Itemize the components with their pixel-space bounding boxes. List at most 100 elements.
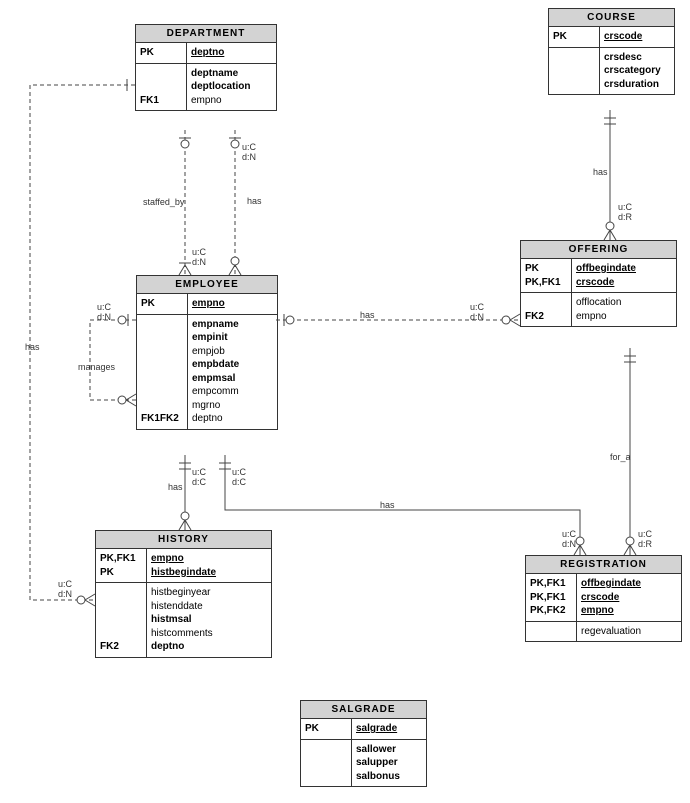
entity-title: OFFERING [521, 241, 676, 259]
attribute: empcomm [192, 385, 273, 399]
key-label: PK,FK2 [530, 604, 572, 618]
key-label: PK [525, 262, 567, 276]
attr-column: deptno [187, 43, 276, 63]
cardinality-label: d:N [97, 312, 111, 322]
attr-column: empnohistbegindate [147, 549, 271, 582]
entity-salgrade: SALGRADEPKsalgradesallowersaluppersalbon… [300, 700, 427, 787]
key-column: FK2 [96, 583, 147, 657]
edge-label: staffed_by [143, 197, 185, 207]
attribute: crscode [576, 276, 672, 290]
edge-emp_manages_emp [90, 320, 136, 400]
attribute: salgrade [356, 722, 422, 736]
key-label: FK2 [100, 640, 119, 654]
key-label: FK2 [160, 412, 179, 426]
key-column: PK [549, 27, 600, 47]
edge-label: has [593, 167, 608, 177]
key-label: PK,FK1 [530, 577, 572, 591]
attribute: salupper [356, 756, 422, 770]
entity-row: FK2 histbeginyearhistenddatehistmsalhistc… [96, 583, 271, 657]
entity-title: REGISTRATION [526, 556, 681, 574]
cardinality-label: u:C [232, 467, 247, 477]
entity-row: FK2offlocationempno [521, 293, 676, 326]
edge-dept_has_hist [30, 85, 135, 600]
cardinality-label: d:N [242, 152, 256, 162]
attribute: deptname [191, 67, 272, 81]
entity-row: FK1 deptnamedeptlocationempno [136, 64, 276, 111]
key-column [301, 740, 352, 787]
attribute: empno [192, 297, 273, 311]
entity-course: COURSE PK crscode crsdesccrscategorycrsdura… [548, 8, 675, 95]
attribute: empno [151, 552, 267, 566]
entity-row: PKsalgrade [301, 719, 426, 740]
attribute: salbonus [356, 770, 422, 784]
key-column: PK [136, 43, 187, 63]
attribute: histcomments [151, 627, 267, 641]
cardinality-label: d:R [618, 212, 633, 222]
entity-employee: EMPLOYEEPKempnoFK1FK2empnameempinitempjo… [136, 275, 278, 430]
key-column: PK,FK1PK,FK1PK,FK2 [526, 574, 577, 621]
attribute: deptno [192, 412, 273, 426]
attr-column: salgrade [352, 719, 426, 739]
cardinality-label: u:C [562, 529, 577, 539]
entity-row: PKPK,FK1offbegindatecrscode [521, 259, 676, 293]
cardinality-label: d:N [470, 312, 484, 322]
key-label: FK1 [140, 94, 159, 108]
cardinality-label: d:C [192, 477, 207, 487]
attribute: deptlocation [191, 80, 272, 94]
attribute: deptno [151, 640, 267, 654]
cardinality-label: u:C [242, 142, 257, 152]
cardinality-label: u:C [192, 467, 207, 477]
key-column: PK [137, 294, 188, 314]
attribute: histbeginyear [151, 586, 267, 600]
attribute: crscategory [604, 64, 670, 78]
key-column [549, 48, 600, 95]
entity-title: COURSE [549, 9, 674, 27]
attribute: empno [191, 94, 272, 108]
edge-emp_has_reg [225, 455, 580, 555]
attr-column: histbeginyearhistenddatehistmsalhistcomm… [147, 583, 271, 657]
entity-history: HISTORYPK,FK1PKempnohistbegindate FK2 hist… [95, 530, 272, 658]
attribute: empno [581, 604, 677, 618]
entity-title: DEPARTMENT [136, 25, 276, 43]
key-column [526, 622, 577, 642]
edge-label: manages [78, 362, 116, 372]
key-label: FK2 [525, 310, 544, 324]
attribute: histmsal [151, 613, 267, 627]
attribute: offbegindate [576, 262, 672, 276]
key-label: PK [140, 46, 182, 60]
key-column: FK1 [136, 64, 187, 111]
cardinality-label: d:N [562, 539, 576, 549]
attr-column: empnameempinitempjobempbdateempmsalempco… [188, 315, 277, 429]
key-column: PK,FK1PK [96, 549, 147, 582]
attr-column: empno [188, 294, 277, 314]
entity-title: SALGRADE [301, 701, 426, 719]
key-label: PK,FK1 [530, 591, 572, 605]
attribute: histenddate [151, 600, 267, 614]
key-column: FK1FK2 [137, 315, 188, 429]
key-label: PK [553, 30, 595, 44]
entity-row: PK,FK1PK,FK1PK,FK2offbegindatecrscodeemp… [526, 574, 681, 622]
key-label: PK [100, 566, 142, 580]
attribute: deptno [191, 46, 272, 60]
cardinality-label: u:C [638, 529, 653, 539]
attribute: empinit [192, 331, 273, 345]
key-label: PK [141, 297, 183, 311]
edge-label: has [168, 482, 183, 492]
key-column: FK2 [521, 293, 572, 326]
edge-label: has [380, 500, 395, 510]
attribute: empbdate [192, 358, 273, 372]
attr-column: regevaluation [577, 622, 681, 642]
attr-column: crsdesccrscategorycrsduration [600, 48, 674, 95]
entity-row: FK1FK2empnameempinitempjobempbdateempmsa… [137, 315, 277, 429]
cardinality-label: d:N [192, 257, 206, 267]
attribute: crscode [604, 30, 670, 44]
cardinality-label: d:N [58, 589, 72, 599]
cardinality-label: u:C [470, 302, 485, 312]
attribute: empjob [192, 345, 273, 359]
entity-title: HISTORY [96, 531, 271, 549]
edge-label: has [247, 196, 262, 206]
attribute: crsdesc [604, 51, 670, 65]
entity-row: PK empno [137, 294, 277, 315]
attribute: regevaluation [581, 625, 677, 639]
attribute: empno [576, 310, 672, 324]
